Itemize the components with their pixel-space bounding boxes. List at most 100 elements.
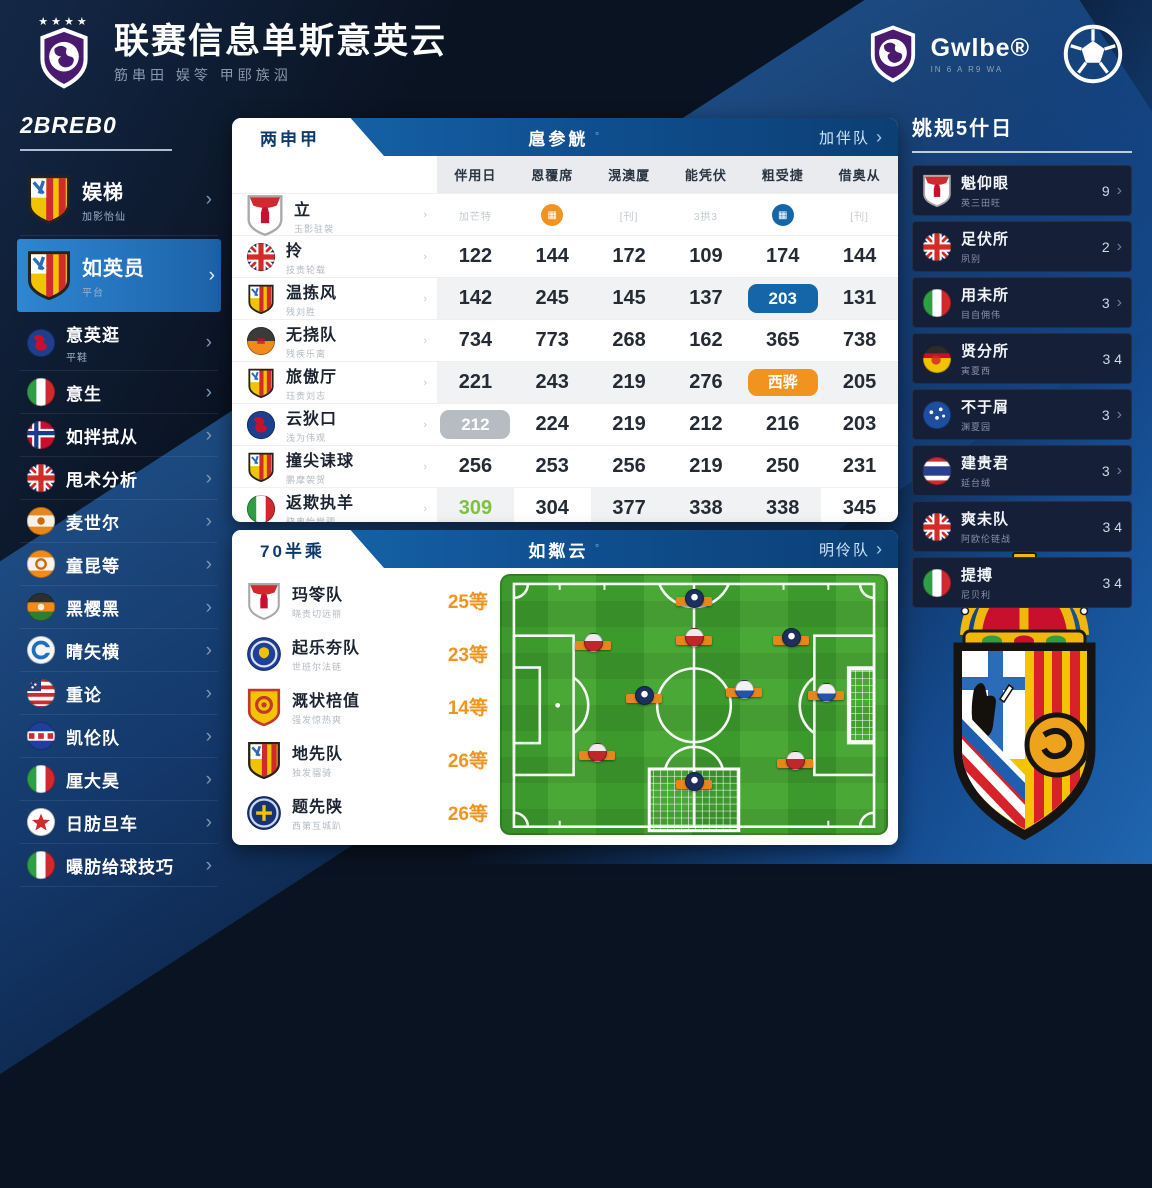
field-player-marker[interactable]: [575, 632, 612, 656]
sidebar-heading: 2BREB0: [20, 112, 117, 138]
stat-value: 216: [766, 413, 800, 435]
table-row[interactable]: 拎 技贵轮载 › 122 144 172 109 174 144: [232, 235, 898, 277]
sidebar-item[interactable]: 曝肪给球技巧 ›: [20, 844, 218, 887]
info-icon: ▫: [595, 128, 602, 138]
stat-value: 231: [842, 455, 877, 477]
match-card[interactable]: 建贵君 延台绒 3 ›: [912, 445, 1132, 496]
match-subtitle: 夙别: [961, 254, 982, 264]
match-subtitle: 渊夏园: [961, 422, 992, 432]
team-flag-icon: [26, 250, 72, 300]
cell-note: [刊]: [850, 211, 869, 223]
match-team-name: 建贵君: [961, 455, 1010, 472]
table-row[interactable]: 旅傲厅 珏贵刘志 › 221 243 219 276 西骅 205: [232, 361, 898, 403]
stat-value: 245: [535, 287, 569, 309]
team-crest-icon: [246, 368, 276, 398]
sidebar-item[interactable]: 厘大昊 ›: [20, 758, 218, 801]
stat-value: 144: [842, 245, 877, 267]
match-card[interactable]: 提搏 尼贝利 3 4: [912, 557, 1132, 608]
league-sidebar: 2BREB0 娱梯 加影怡仙 › 如英员 平台 › 意英逛 平鞋 › 意生 ›: [17, 112, 221, 887]
sidebar-item-label: 意生: [66, 384, 102, 404]
lineup-more-link[interactable]: 明伶队 ›: [819, 530, 884, 568]
brand-name: Gwlbe®: [930, 34, 1030, 62]
stats-more-link[interactable]: 加伴队 ›: [819, 118, 884, 156]
lineup-team-row[interactable]: 起乐夯队 世班尔法链 23等: [246, 627, 492, 680]
sidebar-item[interactable]: 睛矢横 ›: [20, 629, 218, 672]
match-score: 3 ›: [1101, 405, 1122, 423]
stats-panel: 两申甲 扈参觥 ▫ 加伴队 › 伴用日 恩覆席 滉澳厦 能凭伏 粗受捷 借奥从 立 玉影驻…: [232, 118, 898, 522]
value-badge: 203: [747, 284, 818, 313]
player-crest-icon: [588, 743, 607, 763]
value-green: 309: [458, 497, 493, 519]
sidebar-item[interactable]: 凯伦队 ›: [20, 715, 218, 758]
sidebar-item[interactable]: 如拌拭从 ›: [20, 414, 218, 457]
lineup-team-row[interactable]: 玛笭队 晓贵切远丽 25等: [246, 574, 492, 627]
match-team-name: 爽未队: [961, 511, 1010, 528]
sidebar-item[interactable]: 重论 ›: [20, 672, 218, 715]
matches-heading: 姚规5什日: [912, 118, 1014, 140]
table-row[interactable]: 云狄口 浅为伟观 › 212 224 219 212 216 203: [232, 403, 898, 445]
match-card[interactable]: 贤分所 寅夏西 3 4: [912, 333, 1132, 384]
lineup-team-row[interactable]: 溉状棓值 强发惊热爽 14等: [246, 680, 492, 733]
player-crest-icon: [782, 628, 801, 648]
value-badge: 西骅: [747, 369, 818, 396]
lineup-team-row[interactable]: 地先队 独发骝骑 26等: [246, 733, 492, 786]
field-player-marker[interactable]: [676, 771, 712, 795]
team-subtitle: 残疾乐离: [286, 349, 327, 359]
chevron-right-icon: ›: [205, 553, 212, 575]
player-crest-icon: [685, 589, 704, 609]
tab-stats[interactable]: 两申甲: [232, 118, 384, 156]
team-rank: 26等: [447, 751, 488, 772]
table-row[interactable]: 温拣风 残刘胜 › 142 245 145 137 203 131: [232, 277, 898, 319]
column-header: 能凭伏: [667, 156, 745, 193]
sidebar-item[interactable]: 日肪旦车 ›: [20, 801, 218, 844]
tab-lineup[interactable]: 70半乘: [232, 530, 384, 568]
field-player-marker[interactable]: [726, 679, 763, 703]
field-player-marker[interactable]: [625, 685, 662, 709]
sidebar-item[interactable]: 意生 ›: [20, 371, 218, 414]
stat-value: 109: [689, 245, 723, 267]
team-name: 溉状棓值: [292, 693, 361, 710]
sidebar-item[interactable]: 童昆等 ›: [20, 543, 218, 586]
match-card[interactable]: 爽未队 阿欧伦链战 3 4: [912, 501, 1132, 552]
sidebar-item[interactable]: 如英员 平台 ›: [17, 239, 221, 312]
sidebar-item[interactable]: 黑樱黑 ›: [20, 586, 218, 629]
stat-value: 219: [612, 371, 646, 393]
page-title: 联赛信息单斯意英云: [114, 21, 448, 61]
team-flag-icon: [26, 463, 56, 493]
match-team-name: 足伏所: [961, 231, 1010, 248]
team-name: 地先队: [292, 746, 344, 763]
field-player-marker[interactable]: [776, 750, 813, 774]
cell-note: [刊]: [619, 211, 639, 223]
sidebar-item[interactable]: 麦世尔 ›: [20, 500, 218, 543]
match-card[interactable]: 用未所 目自佣伟 3 ›: [912, 277, 1132, 328]
team-subtitle: 残刘胜: [286, 307, 317, 317]
match-card[interactable]: 不于屑 渊夏园 3 ›: [912, 389, 1132, 440]
team-crest-icon: [246, 242, 276, 272]
lineup-panel-bar: 70半乘 如粼云 ▫ 明伶队 ›: [232, 530, 898, 568]
brand-shield-icon: [870, 25, 915, 83]
table-row[interactable]: 撞尖诔球 鹏摩袈贺 › 256 253 256 219 250 231: [232, 445, 898, 487]
match-score: 3 ›: [1101, 293, 1122, 311]
field-player-marker[interactable]: [676, 627, 712, 651]
sort-arrow-icon: ›: [423, 460, 427, 473]
field-player-marker[interactable]: [773, 627, 809, 651]
sidebar-item-label: 睛矢横: [66, 642, 120, 662]
table-row[interactable]: 无挠队 残疾乐离 › 734 773 268 162 365 738: [232, 319, 898, 361]
match-card-list: 魁仰眼 英三田旺 9 › 足伏所 夙别 2 › 用未所 目自佣伟 3 › 贤分所…: [912, 165, 1132, 608]
sidebar-item[interactable]: 娱梯 加影怡仙 ›: [20, 163, 218, 236]
team-name: 玛笭队: [292, 587, 344, 604]
sidebar-item[interactable]: 意英逛 平鞋 ›: [20, 315, 218, 371]
chevron-right-icon: ›: [205, 596, 212, 618]
team-flag-icon: [26, 328, 56, 358]
lineup-team-row[interactable]: 题先陕 西第互城趴 26等: [246, 786, 492, 839]
stat-value: 219: [689, 455, 723, 477]
stat-value: 345: [842, 497, 877, 519]
field-player-marker[interactable]: [579, 742, 615, 766]
table-row[interactable]: 返欺执羊 骁奥怡觉驷 › 309 304 377 338 338 345: [232, 487, 898, 522]
field-player-marker[interactable]: [807, 682, 844, 706]
field-player-marker[interactable]: [676, 588, 712, 612]
table-row[interactable]: 立 玉影驻袈 › 加芒特 ▦ [刊] 3拱3 ▦ [刊]: [232, 193, 898, 236]
sidebar-item[interactable]: 甩术分析 ›: [20, 457, 218, 500]
match-card[interactable]: 足伏所 夙别 2 ›: [912, 221, 1132, 272]
match-card[interactable]: 魁仰眼 英三田旺 9 ›: [912, 165, 1132, 216]
